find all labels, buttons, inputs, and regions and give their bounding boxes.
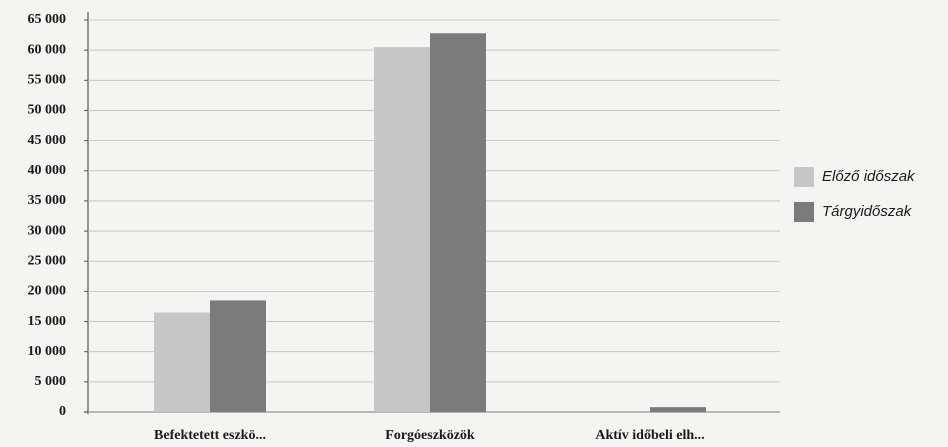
y-tick-label: 60 000 [28,42,67,57]
legend-swatch [794,202,814,222]
y-tick-label: 20 000 [28,284,67,299]
bar [210,300,266,412]
y-tick-label: 30 000 [28,223,67,238]
y-tick-label: 0 [59,404,66,419]
y-tick-label: 15 000 [28,314,67,329]
bar [374,47,430,413]
y-tick-label: 55 000 [28,73,67,88]
y-tick-label: 5 000 [35,374,67,389]
legend-swatch [794,167,814,187]
y-tick-label: 40 000 [28,163,67,178]
y-tick-label: 35 000 [28,193,67,208]
x-tick-label: Forgóeszközök [385,428,475,443]
bar [154,312,210,412]
legend-label: Tárgyidőszak [822,203,913,220]
bar [650,407,706,412]
y-tick-label: 50 000 [28,103,67,118]
x-tick-label: Befektetett eszkö... [154,428,266,443]
x-tick-label: Aktív időbeli elh... [595,428,704,443]
y-tick-label: 45 000 [28,133,67,148]
legend-label: Előző időszak [822,168,916,185]
y-tick-label: 65 000 [28,12,67,27]
y-tick-label: 25 000 [28,253,67,268]
bar [430,33,486,412]
y-tick-label: 10 000 [28,344,67,359]
